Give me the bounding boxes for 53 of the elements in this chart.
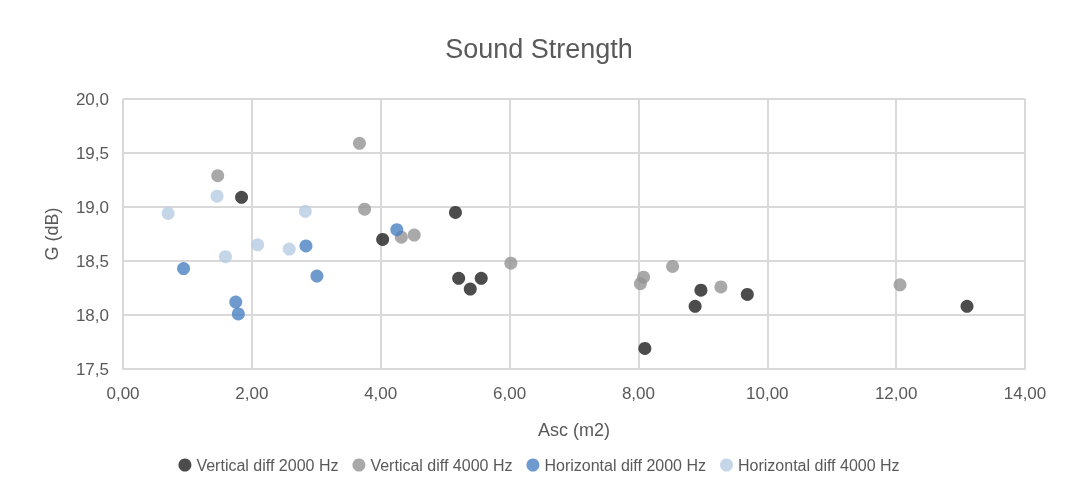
x-tick-label: 2,00 bbox=[235, 384, 269, 403]
point bbox=[251, 238, 265, 252]
point bbox=[504, 256, 518, 270]
point bbox=[893, 278, 907, 292]
point bbox=[177, 262, 191, 276]
point bbox=[714, 280, 728, 294]
x-tick-label: 14,00 bbox=[1003, 384, 1047, 403]
x-axis-title: Asc (m2) bbox=[538, 420, 610, 440]
x-tick-label: 8,00 bbox=[621, 384, 655, 403]
point bbox=[740, 287, 754, 301]
point bbox=[666, 259, 680, 273]
x-tick-label: 4,00 bbox=[364, 384, 398, 403]
point bbox=[298, 204, 312, 218]
point bbox=[310, 269, 324, 283]
y-tick-label: 17,5 bbox=[75, 359, 109, 379]
x-tick-label: 10,00 bbox=[746, 384, 789, 403]
point bbox=[235, 190, 249, 204]
y-tick-label: 19,5 bbox=[75, 143, 109, 163]
x-tick-label: 6,00 bbox=[493, 384, 527, 403]
y-tick-label: 20,0 bbox=[75, 89, 109, 109]
point bbox=[211, 169, 225, 183]
y-axis-title: G (dB) bbox=[42, 207, 62, 261]
legend-label: Horizontal diff 4000 Hz bbox=[738, 456, 900, 474]
point bbox=[231, 307, 245, 321]
y-tick-label: 18,5 bbox=[75, 251, 109, 271]
x-tick-label: 0,00 bbox=[106, 384, 140, 403]
point bbox=[407, 228, 421, 242]
legend-label: Vertical diff 2000 Hz bbox=[196, 456, 339, 474]
point bbox=[299, 239, 313, 253]
point bbox=[448, 205, 462, 219]
chart-title: Sound Strength bbox=[445, 33, 633, 64]
point bbox=[161, 206, 175, 220]
x-tick-label: 12,00 bbox=[874, 384, 918, 403]
point bbox=[358, 202, 372, 216]
y-tick-label: 18,0 bbox=[75, 305, 109, 325]
point bbox=[282, 242, 296, 256]
point bbox=[688, 299, 702, 313]
legend-label: Vertical diff 4000 Hz bbox=[370, 456, 513, 474]
point bbox=[218, 250, 232, 264]
point bbox=[694, 283, 708, 297]
point bbox=[376, 232, 390, 246]
point bbox=[210, 189, 224, 203]
point bbox=[960, 299, 974, 313]
point bbox=[474, 271, 488, 285]
point bbox=[463, 282, 477, 296]
point bbox=[637, 270, 651, 284]
point bbox=[229, 295, 243, 309]
point bbox=[638, 341, 652, 355]
point bbox=[352, 136, 366, 150]
point bbox=[390, 223, 404, 237]
legend-label: Horizontal diff 2000 Hz bbox=[544, 456, 707, 474]
y-tick-label: 19,0 bbox=[75, 197, 109, 217]
point bbox=[452, 271, 466, 285]
